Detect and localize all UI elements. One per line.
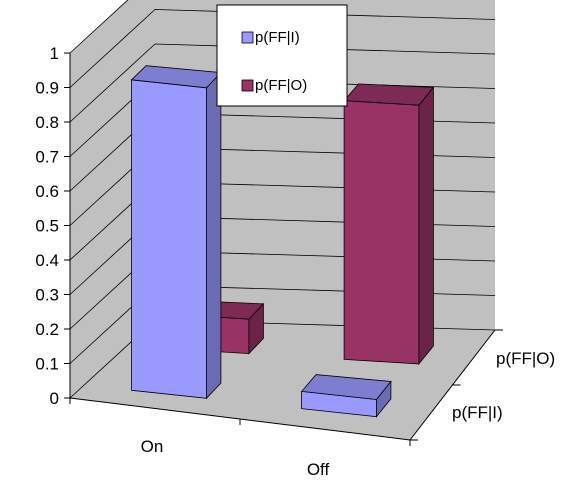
y-tick-label: 0.8 (35, 113, 59, 132)
y-tick-label: 0.9 (35, 79, 59, 98)
y-tick-label: 0.4 (35, 251, 59, 270)
legend-swatch-series-1 (242, 32, 253, 43)
bar-off-series-2 (344, 84, 433, 364)
legend-label-series-2: p(FF|O) (255, 77, 307, 94)
y-tick-label: 0.5 (35, 217, 59, 236)
bar-off-series-1 (302, 375, 391, 417)
y-tick-label: 0.1 (35, 355, 59, 374)
y-tick-label: 0.6 (35, 182, 59, 201)
depth-label-ffo: p(FF|O) (496, 349, 555, 368)
depth-label-ffi: p(FF|I) (452, 403, 503, 422)
bar-front-face (344, 101, 419, 364)
y-tick-label: 0 (50, 389, 59, 408)
y-tick-label: 0.3 (35, 286, 59, 305)
category-label-on: On (141, 437, 164, 456)
legend-swatch-series-2 (242, 80, 253, 91)
bar-side-face (419, 87, 434, 364)
legend: p(FF|I) p(FF|O) (217, 5, 347, 106)
category-label-off: Off (307, 460, 330, 479)
y-tick-label: 0.2 (35, 320, 59, 339)
y-tick-label: 0.7 (35, 148, 59, 167)
bar-on-series-1 (132, 66, 221, 399)
bar-front-face (132, 80, 207, 399)
y-tick-label: 1 (50, 44, 59, 63)
bar-side-face (206, 73, 221, 399)
legend-label-series-1: p(FF|I) (255, 29, 300, 46)
